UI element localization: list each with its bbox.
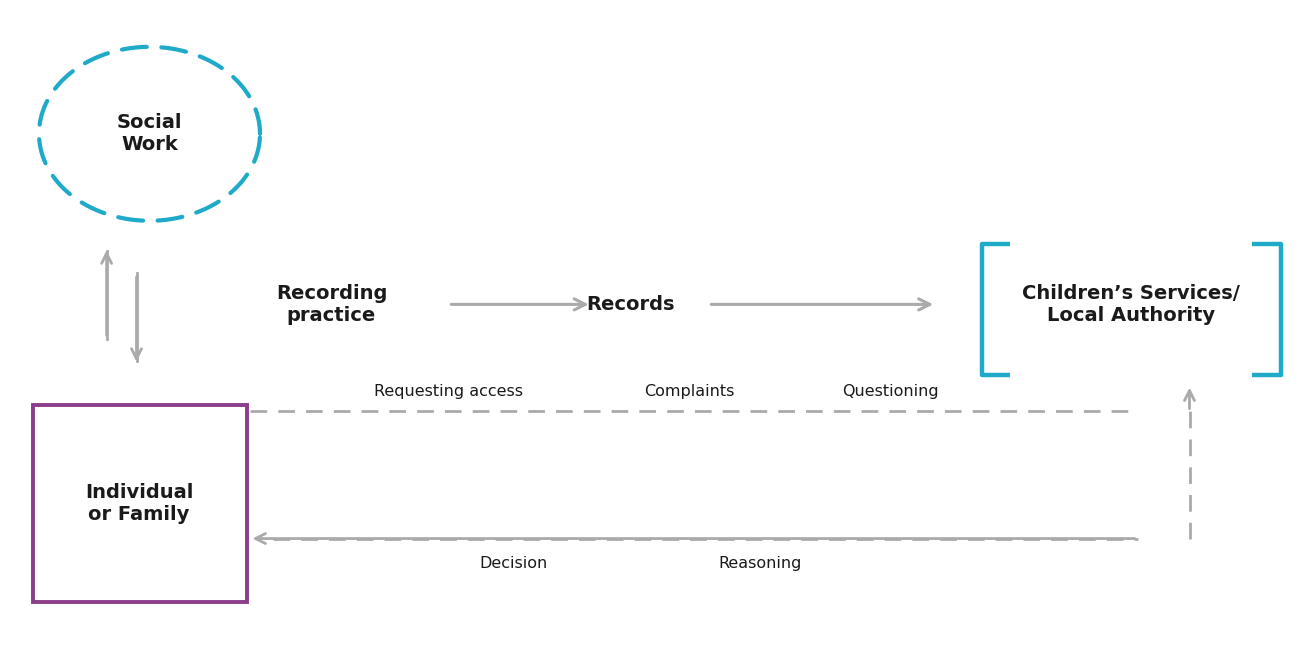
Text: Recording
practice: Recording practice bbox=[276, 284, 387, 325]
Bar bbox=[32, 405, 247, 602]
Text: Individual
or Family: Individual or Family bbox=[84, 482, 194, 524]
Text: Complaints: Complaints bbox=[644, 384, 734, 399]
Text: Questioning: Questioning bbox=[842, 384, 939, 399]
Text: Reasoning: Reasoning bbox=[719, 556, 802, 571]
Text: Children’s Services/
Local Authority: Children’s Services/ Local Authority bbox=[1022, 284, 1240, 325]
Text: Social
Work: Social Work bbox=[117, 113, 182, 155]
Text: Decision: Decision bbox=[480, 556, 547, 571]
Text: Records: Records bbox=[586, 295, 675, 314]
Text: Requesting access: Requesting access bbox=[374, 384, 523, 399]
